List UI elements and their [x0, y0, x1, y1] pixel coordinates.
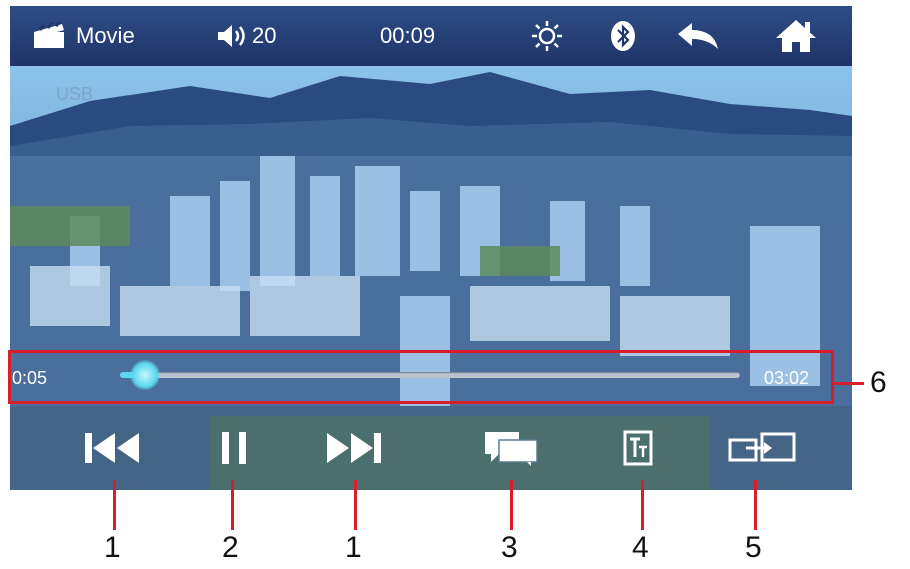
callout-number-pause: 2 [222, 531, 239, 564]
source-label: USB [56, 84, 94, 104]
next-track-icon [327, 433, 381, 463]
callout-line-progress [834, 382, 864, 385]
callout-number-progress: 6 [870, 366, 887, 399]
subtitle-button[interactable] [480, 426, 542, 470]
callout-line-next [354, 480, 357, 530]
progress-callout-frame [8, 350, 834, 404]
video-frame [10, 66, 852, 490]
callout-number-prev: 1 [104, 531, 121, 564]
home-icon[interactable] [774, 6, 818, 66]
bluetooth-icon[interactable] [608, 6, 638, 66]
callout-number-text: 4 [632, 531, 649, 564]
brightness-icon[interactable] [530, 6, 564, 66]
pause-icon [222, 432, 246, 464]
progress-knob[interactable] [129, 360, 160, 390]
status-bar: Movie 20 00:09 [10, 6, 852, 66]
text-size-button[interactable] [616, 426, 660, 470]
text-size-icon [623, 430, 653, 466]
callout-number-next: 1 [345, 531, 362, 564]
callout-line-prev [113, 480, 116, 530]
mode-label: Movie [76, 23, 135, 48]
volume-value: 20 [252, 23, 277, 48]
callout-line-text [641, 480, 644, 530]
callout-line-subtitle [510, 480, 513, 530]
callout-number-subtitle: 3 [501, 531, 518, 564]
screen-switch-icon [728, 432, 796, 462]
elapsed-time: 0:05 [12, 368, 48, 388]
media-player-screen: Movie 20 00:09 [10, 6, 852, 490]
clapperboard-icon [32, 6, 66, 66]
back-arrow-icon[interactable] [674, 6, 722, 66]
pause-button[interactable] [210, 426, 258, 470]
callout-line-switch [754, 480, 757, 530]
total-duration: 03:02 [764, 368, 810, 388]
subtitle-chat-icon [485, 432, 538, 466]
previous-track-button[interactable] [80, 426, 144, 470]
callout-line-pause [231, 480, 234, 530]
speaker-icon[interactable] [216, 6, 250, 66]
clock: 00:09 [380, 23, 436, 48]
screen-switch-button[interactable] [726, 426, 800, 470]
next-track-button[interactable] [322, 426, 386, 470]
previous-track-icon [85, 433, 139, 463]
callout-number-switch: 5 [745, 531, 762, 564]
progress-bar[interactable] [120, 360, 740, 390]
